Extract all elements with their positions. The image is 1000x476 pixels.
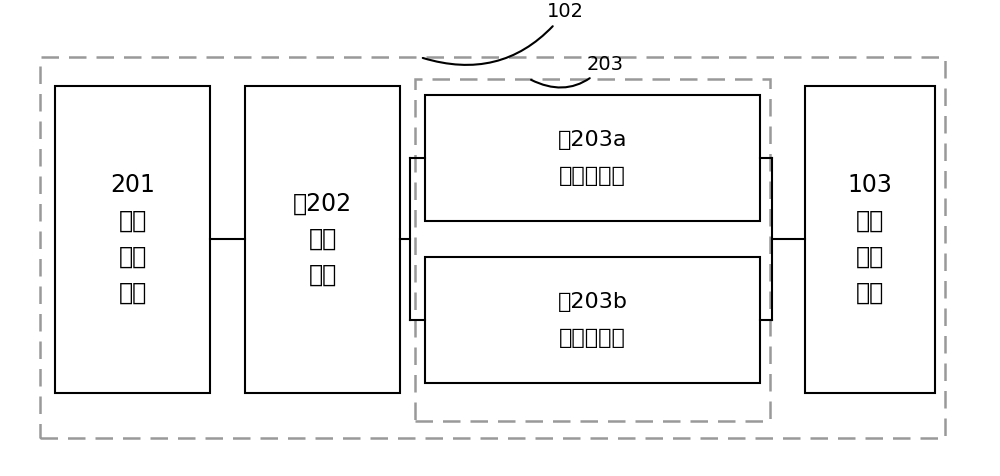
Bar <box>55 86 210 393</box>
Text: 103: 103 <box>848 173 892 198</box>
Text: 第二存储区: 第二存储区 <box>559 327 626 348</box>
Bar <box>425 95 760 221</box>
Bar <box>415 79 770 421</box>
Text: 单元: 单元 <box>118 209 147 233</box>
Text: 域203a: 域203a <box>558 130 627 150</box>
Bar <box>425 257 760 383</box>
Bar <box>40 57 945 438</box>
Text: 第一: 第一 <box>308 263 337 287</box>
Text: 203: 203 <box>531 55 624 88</box>
Text: 201: 201 <box>110 173 155 198</box>
Text: 第一存储区: 第一存储区 <box>559 166 626 186</box>
Text: 模块: 模块 <box>856 209 884 233</box>
Text: 存储: 存储 <box>308 227 337 251</box>
Text: 数据: 数据 <box>118 280 147 305</box>
Text: 器202: 器202 <box>293 191 352 215</box>
Text: 域203b: 域203b <box>558 292 628 312</box>
Text: 采集: 采集 <box>118 245 147 269</box>
Text: 数据: 数据 <box>856 280 884 305</box>
Bar <box>245 86 400 393</box>
Text: 传输: 传输 <box>856 245 884 269</box>
Text: 102: 102 <box>423 2 584 65</box>
Bar <box>805 86 935 393</box>
